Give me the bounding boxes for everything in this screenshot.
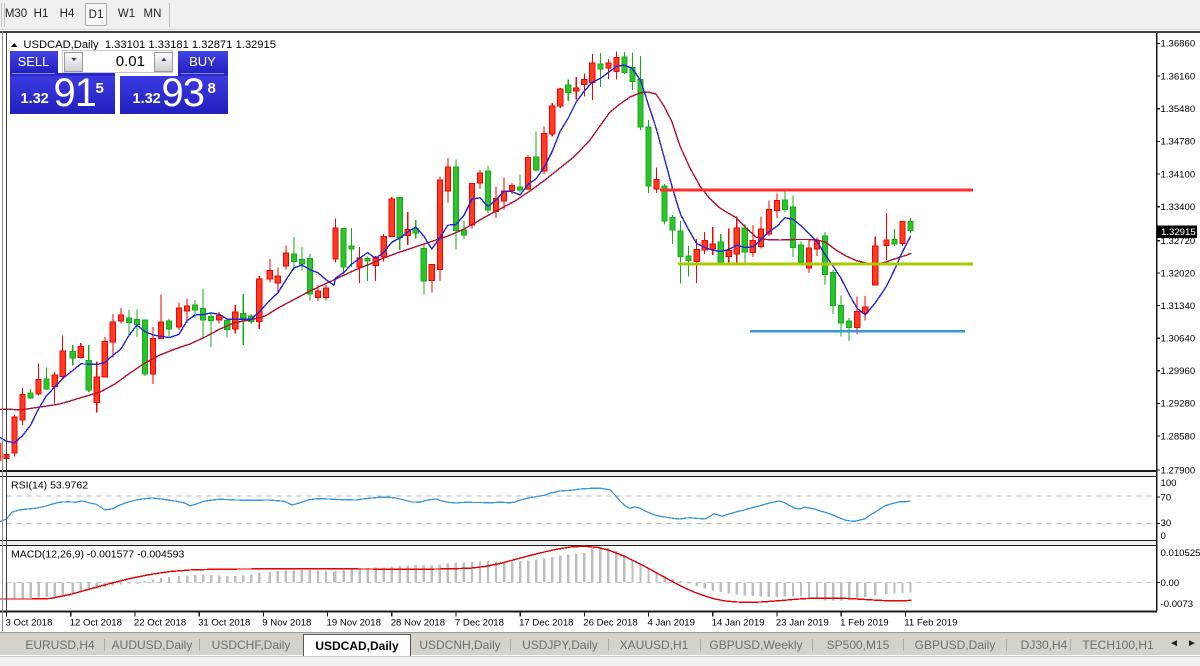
svg-text:7 Dec 2018: 7 Dec 2018 — [455, 617, 504, 628]
svg-text:1.35480: 1.35480 — [1161, 104, 1196, 115]
svg-text:1.27900: 1.27900 — [1161, 465, 1196, 476]
svg-text:1.29280: 1.29280 — [1161, 399, 1196, 410]
svg-text:1.36860: 1.36860 — [1161, 39, 1196, 50]
svg-text:17 Dec 2018: 17 Dec 2018 — [519, 617, 573, 628]
svg-text:70: 70 — [1161, 492, 1172, 503]
svg-text:28 Nov 2018: 28 Nov 2018 — [391, 617, 445, 628]
svg-text:1.33400: 1.33400 — [1161, 202, 1196, 213]
svg-text:1.30640: 1.30640 — [1161, 334, 1196, 345]
svg-text:30: 30 — [1161, 518, 1172, 529]
svg-text:1.31340: 1.31340 — [1161, 301, 1196, 312]
svg-text:31 Oct 2018: 31 Oct 2018 — [198, 617, 250, 628]
svg-text:0.010525: 0.010525 — [1161, 548, 1200, 559]
svg-text:3 Oct 2018: 3 Oct 2018 — [6, 617, 53, 628]
svg-text:MACD(12,26,9) -0.001577 -0.004: MACD(12,26,9) -0.001577 -0.004593 — [11, 549, 185, 561]
svg-text:1.28580: 1.28580 — [1161, 431, 1196, 442]
svg-text:1.32020: 1.32020 — [1161, 268, 1196, 279]
svg-text:9 Nov 2018: 9 Nov 2018 — [262, 617, 311, 628]
svg-text:1.34780: 1.34780 — [1161, 137, 1196, 148]
svg-text:1.36160: 1.36160 — [1161, 71, 1196, 82]
svg-text:1.34100: 1.34100 — [1161, 169, 1196, 180]
svg-text:19 Nov 2018: 19 Nov 2018 — [327, 617, 381, 628]
svg-text:0.00: 0.00 — [1161, 578, 1180, 589]
svg-text:14 Jan 2019: 14 Jan 2019 — [712, 617, 765, 628]
svg-text:26 Dec 2018: 26 Dec 2018 — [583, 617, 637, 628]
svg-text:12 Oct 2018: 12 Oct 2018 — [70, 617, 122, 628]
svg-text:1.32915: 1.32915 — [1161, 227, 1196, 238]
svg-text:1 Feb 2019: 1 Feb 2019 — [840, 617, 889, 628]
svg-text:11 Feb 2019: 11 Feb 2019 — [904, 617, 957, 628]
svg-text:4 Jan 2019: 4 Jan 2019 — [648, 617, 695, 628]
svg-text:1.29960: 1.29960 — [1161, 366, 1196, 377]
svg-text:100: 100 — [1161, 478, 1177, 489]
svg-text:23 Jan 2019: 23 Jan 2019 — [776, 617, 829, 628]
svg-text:-0.0073: -0.0073 — [1161, 599, 1194, 610]
svg-text:RSI(14) 53.9762: RSI(14) 53.9762 — [11, 480, 88, 492]
svg-text:22 Oct 2018: 22 Oct 2018 — [134, 617, 186, 628]
svg-text:0: 0 — [1161, 531, 1166, 542]
